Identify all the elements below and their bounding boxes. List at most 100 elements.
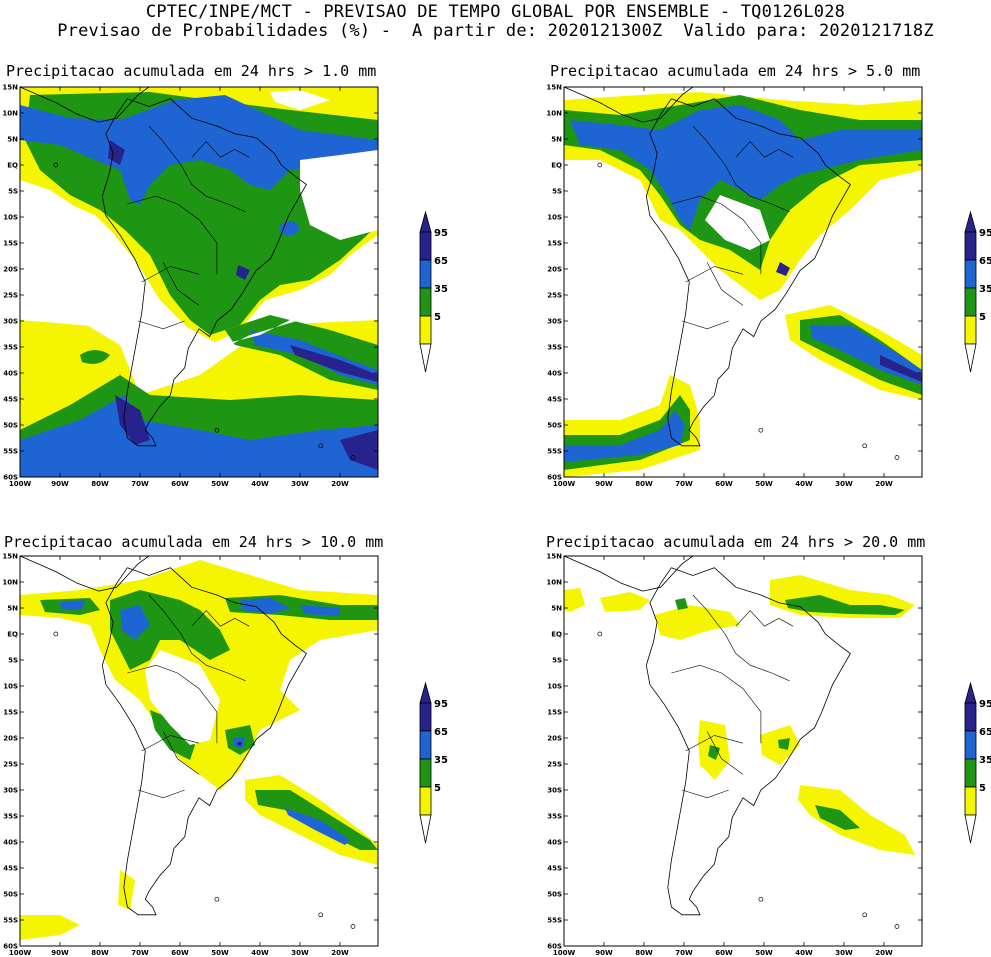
colorbar-label: 5 [434,312,441,323]
latitude-label: 55S [3,448,18,456]
country-border [141,735,200,752]
central-america-outline [563,555,694,592]
colorbar-segment [419,786,432,816]
latitude-label: 40S [3,370,18,378]
country-border [706,731,744,775]
probability-field-10mm [20,556,378,946]
latitude-label: 5N [7,605,18,613]
island-outline [350,924,356,929]
colorbar-bottom-arrow [419,814,432,844]
latitude-label: EQ [7,631,18,639]
longitude-label: 30W [835,480,853,488]
country-border [191,141,250,158]
longitude-label: 40W [251,949,269,957]
latitude-label: 45S [547,865,562,873]
panel-title-1mm: Precipitacao acumulada em 24 hrs > 1.0 m… [6,62,377,80]
colorbar-segment [964,758,977,788]
island-outline [318,912,324,918]
island-outline [894,455,900,460]
latitude-label: 5N [7,136,18,144]
map-frame-20mm: 15N 10N 5N EQ 5S 10S 15S 20S 25S 30S 35S 40S 45S 50S 5… [546,553,923,957]
latitude-label: 5S [552,657,562,665]
latitude-label: 10N [546,579,562,587]
island-outline [53,631,59,637]
figure-subtitle: Previsao de Probabilidades (%) - A parti… [57,21,934,41]
longitude-label: 90W [595,949,613,957]
colorbar-segment [964,702,977,732]
longitude-label: 70W [131,480,149,488]
probability-field-5mm [564,87,922,477]
latitude-label: 20S [547,735,562,743]
latitude-label: 45S [547,396,562,404]
island-outline [318,443,324,449]
latitude-label: 10N [2,579,18,587]
colorbar-segment [419,315,432,345]
latitude-label: 40S [547,839,562,847]
country-border [671,195,762,275]
probability-field-20mm [564,556,922,946]
longitude-label: 90W [51,480,69,488]
latitude-label: 10S [547,214,562,222]
colorbar-label: 95 [434,699,448,710]
latitude-label: 5S [8,188,18,196]
island-outline [894,924,900,929]
colorbar-label: 35 [434,755,448,766]
colorbar: 95 65 35 5 [964,681,991,844]
colorbar-label: 35 [979,284,991,295]
longitude-label: 50W [755,480,773,488]
longitude-label: 80W [635,949,653,957]
panel-title-10mm: Precipitacao acumulada em 24 hrs > 10.0 … [4,533,384,551]
longitude-label: 20W [331,949,349,957]
country-border [191,610,250,627]
longitude-label: 100W [553,949,576,957]
longitude-label: 90W [595,480,613,488]
latitude-label: 15N [2,84,18,92]
map-border [19,555,379,947]
island-outline [214,427,220,433]
longitude-label: 100W [553,480,576,488]
continent-outline [101,567,307,916]
longitude-label: 20W [331,480,349,488]
island-outline [862,912,868,918]
latitude-label: EQ [551,162,562,170]
island-outline [862,443,868,449]
colorbar-bottom-arrow [964,814,977,844]
colorbar: 95 65 35 5 [419,210,448,373]
latitude-label: 5S [8,657,18,665]
coastline-1mm [19,86,356,460]
longitude-label: 80W [635,480,653,488]
longitude-label: 50W [211,949,229,957]
latitude-label: 20S [547,266,562,274]
island-outline [214,896,220,902]
colorbar-label: 65 [979,727,991,738]
country-border [692,594,790,682]
latitude-label: 60S [3,943,18,951]
latitude-label: 50S [3,422,18,430]
latitude-label: 50S [547,422,562,430]
colorbar-segment [964,730,977,760]
latitude-label: 30S [547,787,562,795]
longitude-label: 70W [131,949,149,957]
latitude-label: 55S [3,917,18,925]
colorbar-bottom-arrow [419,343,432,373]
colorbar-top-arrow [964,681,977,704]
colorbar-label: 35 [979,755,991,766]
map-frame-1mm: 15N 10N 5N EQ 5S 10S 15S 20S 25S 30S 35S 40S 45S 50S 5… [2,84,379,488]
latitude-label: 40S [547,370,562,378]
latitude-label: 35S [547,813,562,821]
latitude-label: 30S [3,318,18,326]
latitude-label: 25S [3,292,18,300]
colorbar-segment [419,287,432,317]
latitude-label: 15S [3,709,18,717]
central-america-outline [19,555,150,592]
central-america-outline [563,86,694,123]
longitude-label: 70W [675,480,693,488]
country-border [706,262,744,306]
colorbar-label: 35 [434,284,448,295]
country-border [138,789,185,799]
country-border [162,731,200,775]
country-border [685,735,744,752]
colorbar-top-arrow [419,681,432,704]
longitude-label: 30W [291,480,309,488]
latitude-label: 15N [546,84,562,92]
